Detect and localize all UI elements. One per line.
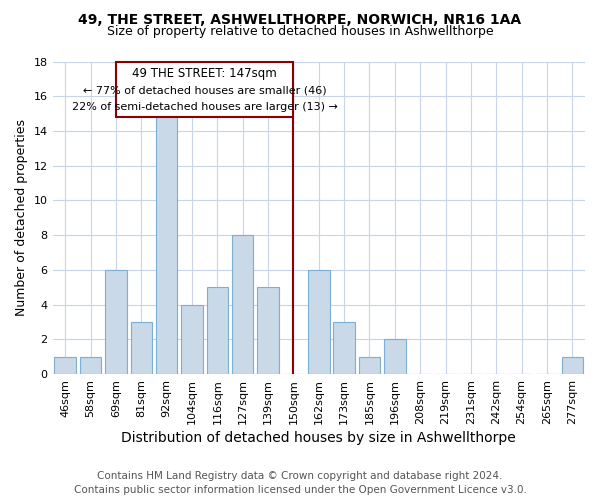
Text: 22% of semi-detached houses are larger (13) →: 22% of semi-detached houses are larger (…	[72, 102, 338, 112]
X-axis label: Distribution of detached houses by size in Ashwellthorpe: Distribution of detached houses by size …	[121, 431, 516, 445]
Bar	[257, 287, 279, 374]
Bar	[334, 322, 355, 374]
Bar	[80, 356, 101, 374]
Bar	[308, 270, 329, 374]
Bar	[232, 235, 253, 374]
Text: Size of property relative to detached houses in Ashwellthorpe: Size of property relative to detached ho…	[107, 25, 493, 38]
Text: 49, THE STREET, ASHWELLTHORPE, NORWICH, NR16 1AA: 49, THE STREET, ASHWELLTHORPE, NORWICH, …	[79, 12, 521, 26]
Bar	[131, 322, 152, 374]
Bar	[206, 287, 228, 374]
Y-axis label: Number of detached properties: Number of detached properties	[15, 120, 28, 316]
Text: ← 77% of detached houses are smaller (46): ← 77% of detached houses are smaller (46…	[83, 86, 326, 96]
Bar	[181, 304, 203, 374]
Bar	[55, 356, 76, 374]
Bar	[359, 356, 380, 374]
Bar	[562, 356, 583, 374]
Text: 49 THE STREET: 147sqm: 49 THE STREET: 147sqm	[132, 67, 277, 80]
Bar	[156, 114, 178, 374]
Bar	[384, 340, 406, 374]
FancyBboxPatch shape	[116, 62, 293, 117]
Text: Contains HM Land Registry data © Crown copyright and database right 2024.
Contai: Contains HM Land Registry data © Crown c…	[74, 471, 526, 495]
Bar	[105, 270, 127, 374]
